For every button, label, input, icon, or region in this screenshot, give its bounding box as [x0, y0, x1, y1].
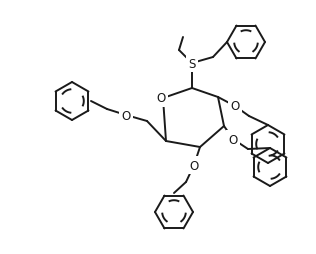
- Text: O: O: [189, 159, 199, 172]
- Text: O: O: [230, 100, 240, 113]
- Text: S: S: [188, 57, 196, 70]
- Text: O: O: [228, 133, 238, 146]
- Text: O: O: [121, 109, 131, 122]
- Text: O: O: [156, 92, 166, 105]
